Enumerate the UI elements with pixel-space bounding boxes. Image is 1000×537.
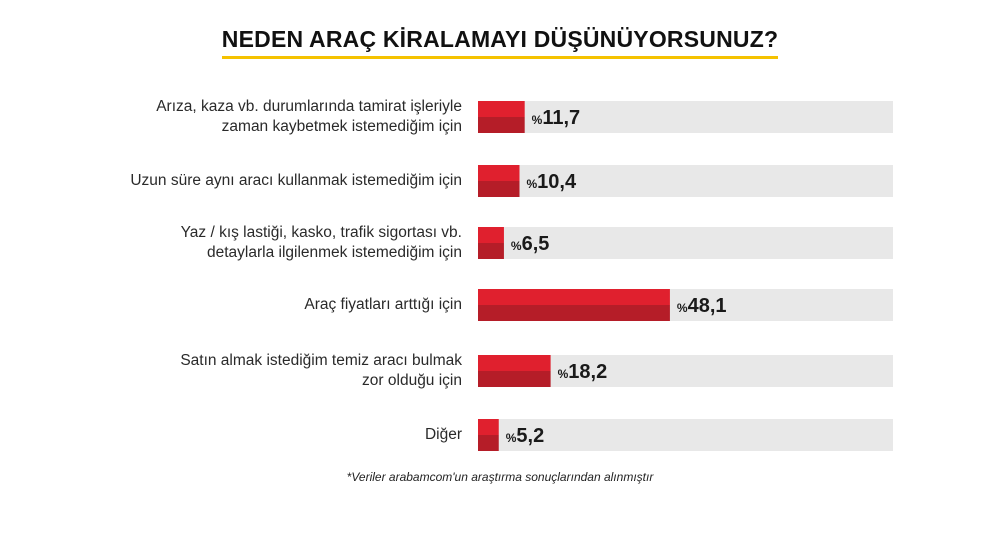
bar [478,355,551,371]
category-label-line: detaylarla ilgilenmek istemediğim için [207,244,462,261]
category-label-line: zaman kaybetmek istemediğim için [221,118,462,135]
bar-lower-half [478,305,670,321]
data-label-prefix: % [558,367,569,381]
data-label-prefix: % [532,113,543,127]
category-label-line: zor olduğu için [362,372,462,389]
title-wrap: NEDEN ARAÇ KİRALAMAYI DÜŞÜNÜYORSUNUZ? [0,26,1000,59]
data-label: %10,4 [526,171,576,193]
data-label-value: 6,5 [522,233,550,255]
category-label-line: Araç fiyatları arttığı için [304,296,462,313]
bar [478,165,520,181]
data-label-prefix: % [526,177,537,191]
category-label: Arıza, kaza vb. durumlarında tamirat işl… [22,97,462,137]
bar [478,419,499,435]
data-label: %6,5 [511,233,549,255]
category-label-line: Uzun süre aynı aracı kullanmak istemediğ… [130,172,462,189]
data-label: %18,2 [558,361,608,383]
category-label: Araç fiyatları arttığı için [22,295,462,315]
data-label: %5,2 [506,425,544,447]
chart-title: NEDEN ARAÇ KİRALAMAYI DÜŞÜNÜYORSUNUZ? [221,26,779,59]
category-label-line: Arıza, kaza vb. durumlarında tamirat işl… [156,98,462,115]
category-label: Diğer [22,425,462,445]
data-label-prefix: % [511,239,522,253]
bar-lower-half [478,243,504,259]
data-label-value: 18,2 [568,361,607,383]
bar-track [478,101,893,133]
category-label: Satın almak istediğim temiz aracı bulmak… [22,351,462,391]
bar-track [478,165,893,197]
data-label-value: 11,7 [542,107,580,129]
data-label: %48,1 [677,295,727,317]
category-label-line: Satın almak istediğim temiz aracı bulmak [180,352,462,369]
bar-track [478,419,893,451]
data-label-prefix: % [506,431,517,445]
bar [478,227,504,243]
bar-lower-half [478,181,520,197]
category-label-line: Diğer [424,426,462,443]
data-label-value: 48,1 [688,295,727,317]
bar-lower-half [478,371,551,387]
data-label: %11,7 [532,107,581,129]
data-label-prefix: % [677,301,688,315]
bar-lower-half [478,117,525,133]
category-label: Yaz / kış lastiği, kasko, trafik sigorta… [22,223,462,263]
bar-lower-half [478,435,499,451]
category-label-line: Yaz / kış lastiği, kasko, trafik sigorta… [180,224,462,241]
data-label-value: 5,2 [516,425,544,447]
category-label: Uzun süre aynı aracı kullanmak istemediğ… [22,171,462,191]
bar-track [478,227,893,259]
bar [478,101,525,117]
footnote: *Veriler arabamcom'un araştırma sonuçlar… [346,470,654,484]
bar [478,289,670,305]
data-label-value: 10,4 [537,171,577,193]
